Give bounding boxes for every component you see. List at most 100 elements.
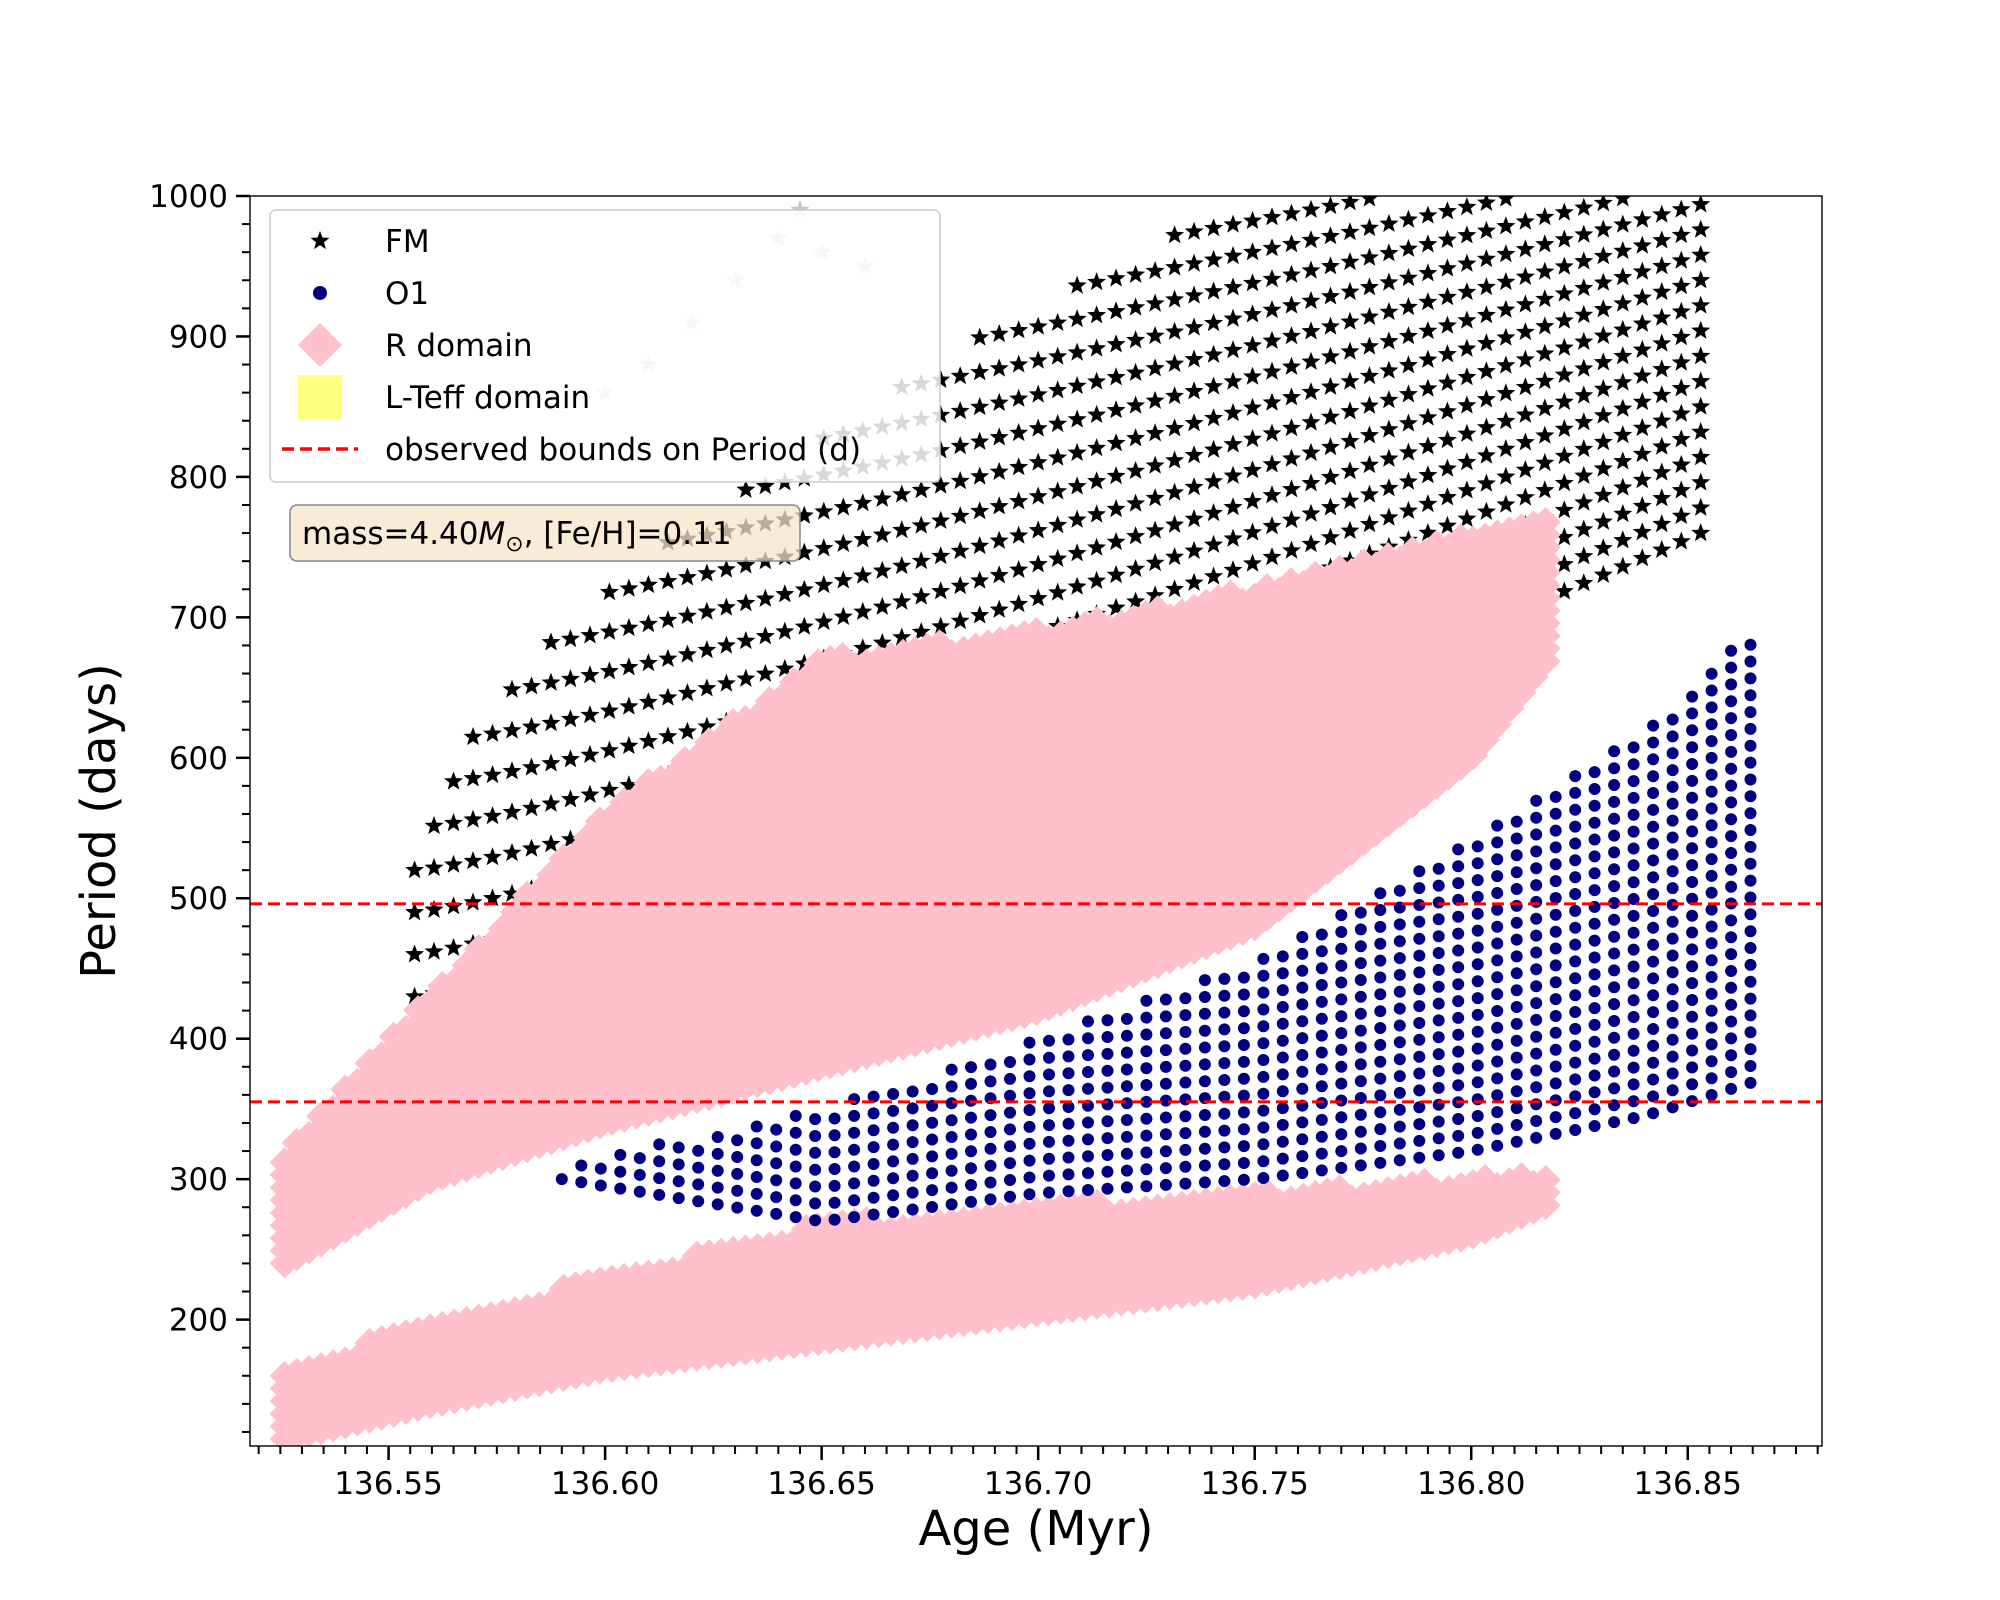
fm-point <box>1437 430 1457 449</box>
o1-point <box>1393 1103 1406 1116</box>
o1-point <box>1296 1065 1309 1078</box>
fm-point <box>1145 585 1165 604</box>
o1-point <box>1374 904 1387 916</box>
o1-point <box>887 1206 900 1218</box>
o1-point <box>1647 854 1660 867</box>
fm-point <box>1282 510 1301 529</box>
fm-point <box>1418 465 1438 484</box>
o1-point <box>1413 865 1426 878</box>
o1-point <box>1569 803 1582 816</box>
fm-point <box>1398 530 1418 549</box>
fm-point <box>736 631 756 650</box>
o1-point <box>1647 1039 1660 1052</box>
fm-point <box>1301 382 1321 401</box>
fm-point <box>892 556 912 575</box>
o1-point <box>1647 1006 1660 1019</box>
o1-point <box>1315 962 1328 975</box>
o1-point <box>1432 862 1445 875</box>
o1-point <box>1237 988 1250 1001</box>
o1-point <box>1374 971 1387 984</box>
o1-point <box>1588 951 1601 964</box>
fm-point <box>1457 253 1477 272</box>
o1-point <box>867 1090 880 1103</box>
fm-point <box>1184 253 1204 272</box>
o1-point <box>1647 837 1660 850</box>
o1-point <box>1471 907 1484 920</box>
fm-point <box>677 644 697 663</box>
o1-point <box>789 1109 802 1122</box>
o1-point <box>1218 1074 1231 1086</box>
fm-point <box>1691 422 1711 440</box>
fm-point <box>814 538 834 557</box>
o1-point <box>1432 1081 1445 1094</box>
fm-point <box>1515 487 1535 506</box>
fm-point <box>794 542 814 561</box>
fm-point <box>580 744 600 763</box>
fm-point <box>1321 407 1340 426</box>
o1-point <box>1159 1077 1172 1090</box>
o1-point <box>1666 831 1679 844</box>
fm-point <box>1671 506 1691 524</box>
fm-point <box>697 716 717 735</box>
o1-point <box>1686 994 1699 1006</box>
fm-point <box>1613 425 1633 444</box>
o1-point <box>1257 986 1270 999</box>
o1-point <box>1627 808 1640 821</box>
fm-point <box>1340 431 1360 450</box>
o1-point <box>906 1186 919 1199</box>
fm-point <box>1301 199 1321 218</box>
fm-point <box>1067 376 1087 395</box>
fm-point <box>755 626 775 645</box>
o1-point <box>1043 1152 1055 1165</box>
fm-point <box>1418 378 1438 397</box>
o1-point <box>770 1207 783 1220</box>
fm-point <box>1126 264 1146 283</box>
o1-point <box>984 1159 997 1172</box>
o1-point <box>1179 1177 1192 1190</box>
o1-point <box>1432 1014 1445 1027</box>
o1-point <box>1491 937 1504 950</box>
fm-point <box>1087 471 1107 490</box>
o1-point <box>1062 1117 1075 1130</box>
o1-point <box>1120 1063 1133 1076</box>
o1-point <box>1471 1126 1484 1139</box>
fm-point <box>619 578 639 597</box>
fm-point <box>1184 572 1204 591</box>
fm-point <box>1613 504 1633 523</box>
o1-point <box>1588 934 1601 947</box>
fm-point <box>483 723 502 742</box>
o1-point <box>1120 1147 1133 1160</box>
o1-point <box>1082 1150 1094 1163</box>
o1-point <box>1452 1028 1465 1041</box>
o1-point <box>1218 972 1231 985</box>
o1-point <box>965 1179 977 1191</box>
fm-point <box>1535 343 1555 362</box>
fm-point <box>1515 432 1535 451</box>
o1-point <box>653 1172 666 1185</box>
o1-point <box>984 1075 997 1088</box>
o1-point <box>1666 949 1679 962</box>
o1-point <box>1510 1135 1523 1148</box>
o1-point <box>1432 997 1445 1010</box>
fm-point <box>1515 349 1535 368</box>
o1-point <box>1491 1139 1504 1152</box>
fm-point <box>950 366 970 385</box>
o1-point <box>984 1126 997 1138</box>
o1-point <box>1705 971 1718 983</box>
fm-point <box>1515 211 1535 230</box>
o1-point <box>945 1131 958 1143</box>
fm-point <box>1457 367 1477 386</box>
o1-point <box>1588 799 1601 812</box>
fm-point <box>1321 286 1340 305</box>
fm-point <box>1028 520 1048 539</box>
o1-point <box>1549 1060 1562 1073</box>
o1-point <box>1471 1143 1484 1156</box>
o1-point <box>867 1158 880 1170</box>
fm-point <box>1243 429 1262 448</box>
o1-point <box>1569 888 1582 900</box>
o1-point <box>926 1133 939 1146</box>
o1-point <box>1705 819 1718 832</box>
o1-point <box>1043 1051 1055 1064</box>
o1-point <box>1627 825 1640 838</box>
fm-point <box>1262 547 1282 566</box>
